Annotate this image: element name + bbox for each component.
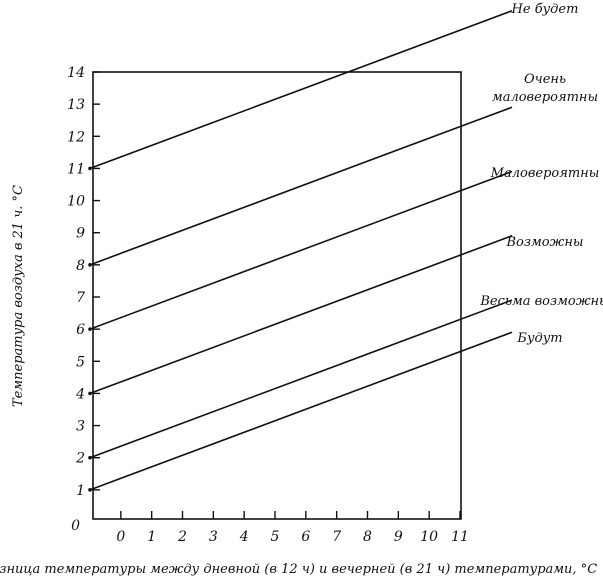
y-tick-label: 11 (67, 161, 85, 177)
x-tick-label: 0 (116, 529, 125, 545)
series-label: Весьма возможны (479, 294, 603, 309)
series-start-point (88, 391, 92, 396)
y-tick-label: 9 (76, 226, 85, 242)
series-start-point (88, 488, 92, 492)
x-tick-label: 8 (363, 529, 372, 545)
series-label: Не будет (511, 2, 579, 17)
x-tick-label: 3 (209, 529, 218, 545)
series-label-line: маловероятны (492, 90, 598, 105)
x-tick-label: 2 (177, 529, 187, 545)
series-label-line: Весьма возможны (479, 294, 603, 309)
series-line (89, 235, 513, 395)
series-start-point (88, 327, 92, 331)
y-tick-label: 14 (67, 65, 85, 81)
y-tick-label: 4 (75, 386, 85, 402)
series-label: Возможны (505, 235, 583, 250)
x-tick-label: 7 (332, 529, 341, 545)
x-tick-label: 9 (394, 529, 403, 545)
series-line (89, 106, 513, 266)
series-start-point (88, 166, 92, 171)
y-axis-title: Температура воздуха в 21 ч. °С (11, 185, 26, 407)
series-line (89, 331, 513, 491)
series-label-line: Возможны (505, 235, 583, 250)
series-label: Очень маловероятны (492, 72, 598, 105)
x-tick-label: 5 (271, 529, 280, 545)
y-tick-label: 1 (76, 483, 85, 499)
y-tick-label: 13 (67, 97, 85, 113)
y-tick-label: 8 (76, 258, 85, 274)
y-tick-label: 7 (76, 290, 85, 306)
x-tick-label: 4 (239, 529, 249, 545)
line-label-group: Не будет Очень маловероятны Маловероятны Воз… (479, 2, 603, 346)
y-tick-label: 0 (71, 518, 80, 534)
series-line (89, 170, 513, 330)
x-tick-label: 11 (451, 529, 469, 545)
series-label-line: Не будет (511, 2, 579, 17)
series-label: Будут (516, 331, 562, 346)
plot-frame-group (92, 71, 462, 520)
x-tick-label: 10 (420, 529, 438, 545)
y-tick-label: 3 (76, 419, 85, 435)
series-label-line: Маловероятны (490, 166, 600, 181)
series-line (89, 299, 513, 459)
series-start-point (88, 263, 92, 267)
series-start-point (88, 455, 92, 460)
y-tick-label: 12 (67, 129, 85, 145)
y-tick-label: 6 (76, 322, 85, 338)
x-tick-label: 6 (301, 529, 310, 545)
series-group (88, 10, 513, 492)
x-axis-title: Разница температуры между дневной (в 12 … (0, 562, 597, 577)
y-tick-label: 10 (67, 194, 85, 210)
x-tick-label: 1 (147, 529, 156, 545)
series-label: Маловероятны (490, 166, 600, 181)
plot-frame (92, 71, 462, 520)
series-label-line: Будут (516, 331, 562, 346)
series-label-line: Очень (524, 72, 566, 87)
y-tick-label: 5 (76, 354, 85, 370)
series-line (89, 10, 513, 170)
y-tick-label: 2 (75, 451, 85, 467)
